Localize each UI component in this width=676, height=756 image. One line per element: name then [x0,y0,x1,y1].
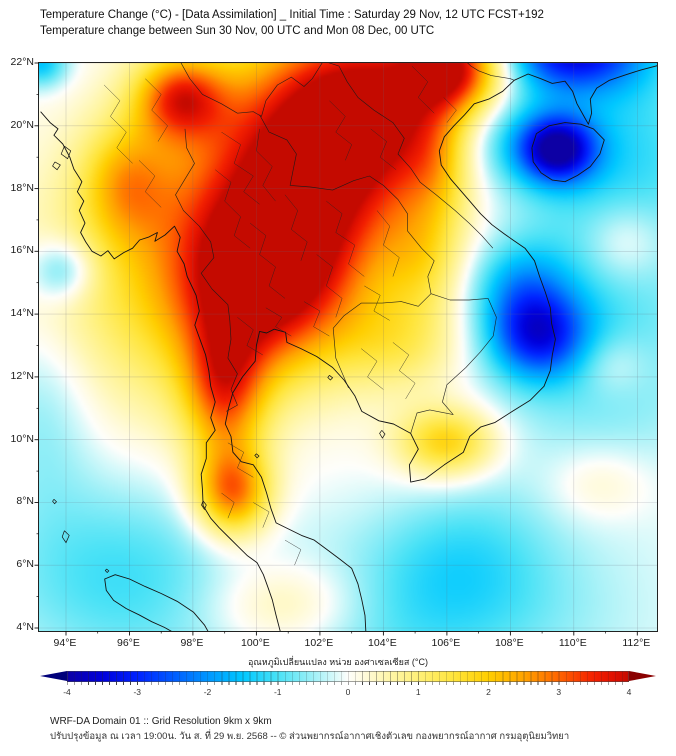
country-border [430,293,489,301]
y-axis-tick-label: 22°N [10,56,34,68]
province-border [392,342,416,400]
province-border [249,222,286,299]
coastline [40,65,657,631]
y-axis-tick-label: 18°N [10,181,34,194]
colorbar-tick-label: 2 [486,687,491,697]
x-axis-tick-label: 112°E [622,637,651,649]
country-border [467,63,515,81]
province-border [303,301,330,337]
colorbar-right-arrow-icon [629,671,656,681]
island-outline [52,161,61,171]
coastline [531,122,605,183]
coastline [104,574,209,631]
province-border [221,492,235,519]
y-axis-tick-label: 12°N [10,369,34,382]
province-border [253,502,270,528]
province-border [215,169,251,249]
x-axis-tick-label: 102°E [304,637,334,649]
colorbar-gradient [67,671,629,682]
colorbar-minor-ticks [67,682,629,685]
country-border [332,293,432,389]
province-border [103,84,133,164]
footer-line-1: WRF-DA Domain 01 :: Grid Resolution 9km … [50,716,272,727]
province-border [284,539,302,566]
title-line-2: Temperature change between Sun 30 Nov, 0… [40,25,435,37]
x-axis-tick-label: 100°E [241,637,270,649]
y-axis-tick-label: 14°N [10,307,34,320]
colorbar: -4 -3 -2 -1 0 1 2 3 4 [40,671,656,703]
colorbar-tick-label: -3 [133,687,142,697]
colorbar-tick-label: -2 [203,687,212,697]
y-axis-tick-label: 6°N [16,558,34,571]
island-outline [201,500,207,511]
title-line-1: Temperature Change (°C) - [Data Assimila… [40,9,544,21]
colorbar-segment-lines [67,671,629,682]
colorbar-tick-label: -1 [273,687,282,697]
province-border [316,254,343,318]
province-border [284,194,308,261]
island-outline [327,375,334,381]
province-border [329,100,353,161]
island-outline [52,499,57,505]
y-axis-tick-label: 16°N [10,244,34,257]
y-axis-tick-label: 8°N [16,495,34,508]
colorbar-left-arrow-icon [40,671,67,681]
country-border [328,63,494,249]
province-border [145,78,168,142]
footer: WRF-DA Domain 01 :: Grid Resolution 9km … [50,714,569,744]
province-border [256,128,276,202]
province-border [237,317,263,356]
map-outline-overlay [34,62,657,636]
y-axis-tick-label: 4°N [16,621,34,634]
country-border [175,128,238,412]
province-border [370,128,397,170]
colorbar-tick-label: -4 [63,687,71,697]
colorbar-tick-label: 0 [345,687,351,697]
province-border [361,348,384,390]
country-border [259,114,435,294]
footer-line-2: ปรับปรุงข้อมูล ณ เวลา 19:00น. วัน ส. ที่… [50,731,570,742]
colorbar-tick-label: 1 [415,687,421,697]
x-axis-tick-label: 110°E [558,637,587,649]
province-border [221,131,260,205]
y-axis-tick-label: 10°N [10,432,34,445]
province-border [265,307,292,337]
x-axis-tick-label: 108°E [494,637,524,649]
x-axis-tick-label: 106°E [431,637,461,649]
island-outline [104,568,110,573]
province-border [138,160,162,208]
province-border [364,285,390,321]
plot-title: Temperature Change (°C) - [Data Assimila… [40,7,544,39]
province-border [443,97,457,123]
province-border [227,442,254,478]
x-axis-tick-label: 94°E [53,637,77,649]
x-axis-tick-label: 104°E [368,637,397,649]
province-border [376,210,400,277]
province-border [326,200,365,277]
country-border [180,63,323,117]
colorbar-tick-label: 4 [626,687,632,697]
x-axis-tick-label: 96°E [117,637,140,649]
country-border [410,298,497,434]
x-axis-tick-label: 98°E [180,637,204,649]
island-outline [61,530,70,544]
colorbar-label: อุณหภูมิเปลี่ยนแปลง หน่วย องศาเซลเซียส (… [248,657,428,667]
colorbar-tick-label: 3 [556,687,562,697]
y-axis-tick-label: 20°N [10,118,34,131]
island-outline [60,145,72,160]
island-outline [379,430,386,439]
map-plot-area [34,62,658,636]
province-border [411,65,435,114]
island-outline [254,453,260,459]
